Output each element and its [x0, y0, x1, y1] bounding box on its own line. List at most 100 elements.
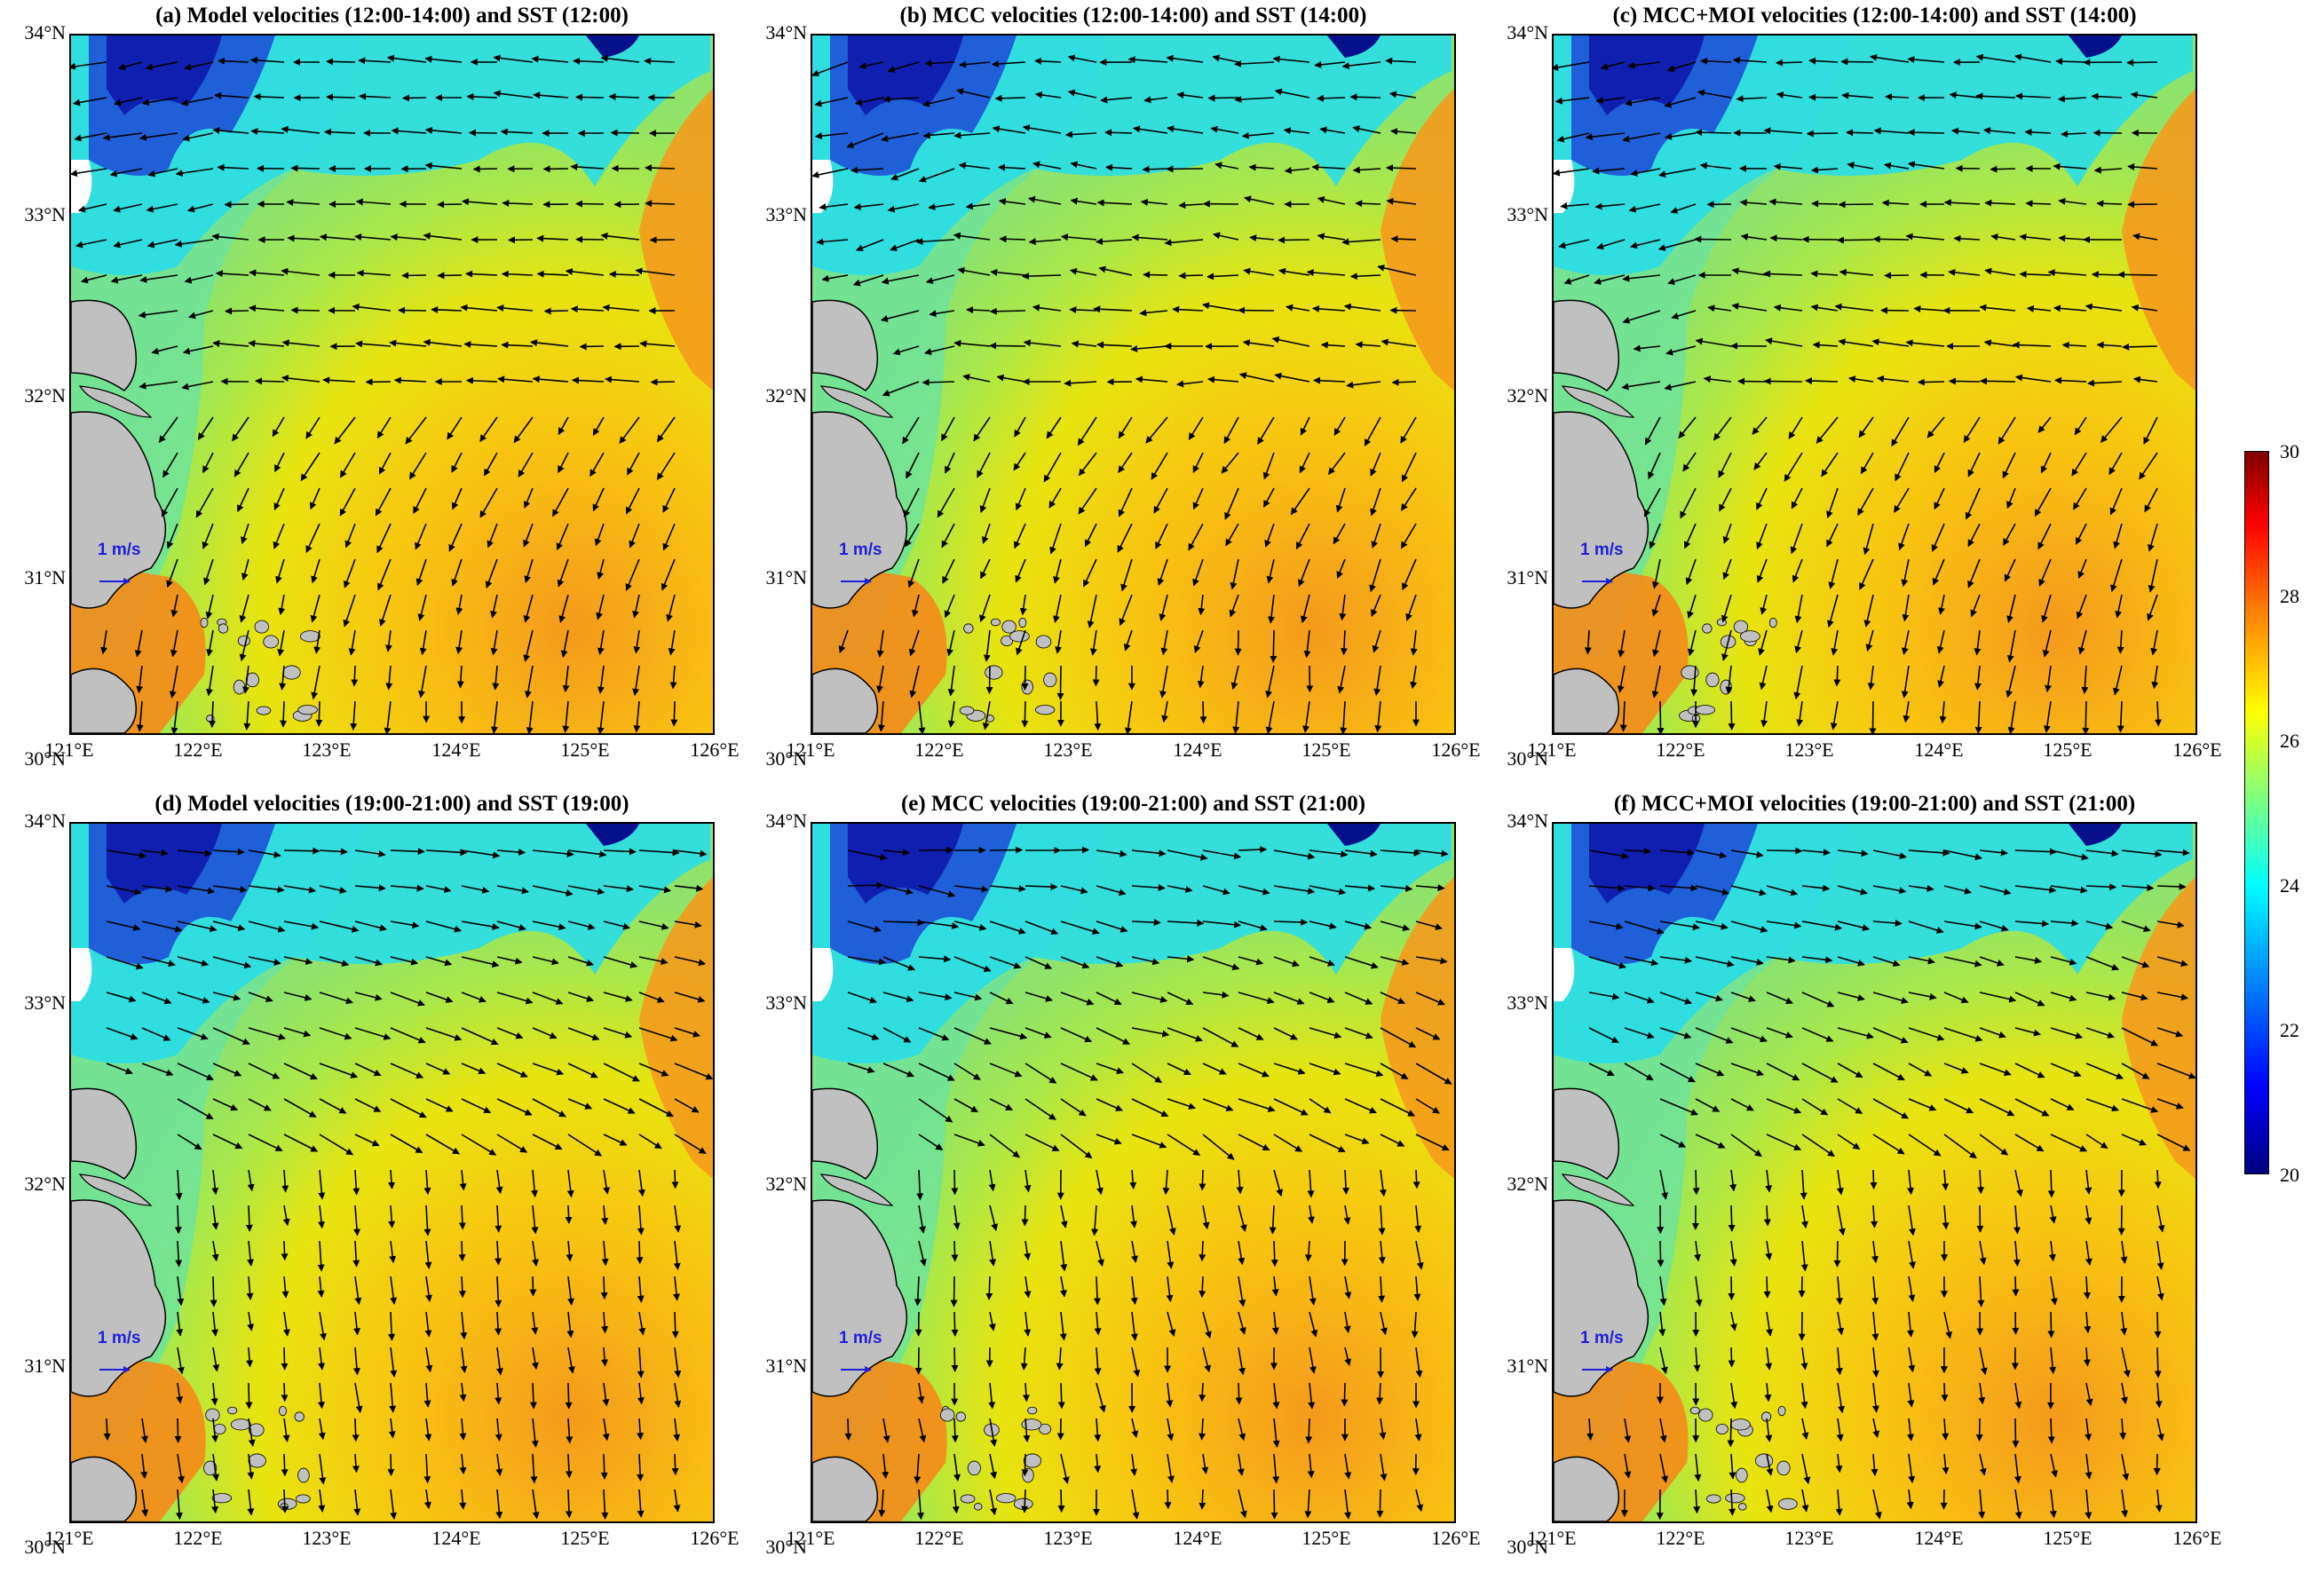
- velocity-arrow: [1198, 594, 1206, 616]
- velocity-arrow: [1299, 452, 1310, 474]
- velocity-arrow: [2015, 92, 2052, 100]
- velocity-arrow: [479, 487, 498, 518]
- velocity-arrow: [1697, 89, 1732, 99]
- velocity-arrow: [940, 416, 955, 442]
- lon-tick-label: 124°E: [1173, 1527, 1222, 1549]
- velocity-arrow: [310, 594, 320, 623]
- velocity-arrow: [279, 665, 287, 691]
- velocity-arrow: [1554, 168, 1590, 177]
- velocity-arrow: [977, 452, 991, 478]
- velocity-arrow: [431, 305, 463, 313]
- velocity-arrow: [1979, 377, 2016, 385]
- velocity-arrow: [1349, 273, 1381, 280]
- velocity-arrow: [161, 487, 178, 518]
- velocity-arrow: [996, 374, 1026, 383]
- velocity-arrow: [348, 629, 356, 656]
- velocity-arrow: [146, 203, 178, 213]
- velocity-arrow: [479, 416, 498, 443]
- island: [1715, 1423, 1729, 1435]
- velocity-arrow: [313, 629, 321, 654]
- velocity-arrow: [947, 665, 955, 697]
- velocity-arrow: [1335, 487, 1346, 513]
- island: [263, 635, 279, 649]
- velocity-arrow: [1381, 338, 1417, 347]
- velocity-arrow: [855, 239, 884, 252]
- velocity-arrow: [1213, 232, 1239, 241]
- velocity-arrow: [1049, 523, 1062, 555]
- island: [1778, 1497, 1798, 1510]
- scale-label: 1 m/s: [839, 1329, 882, 1347]
- velocity-arrow: [625, 487, 640, 515]
- velocity-arrow: [1022, 273, 1062, 280]
- velocity-arrow: [1763, 270, 1803, 278]
- velocity-arrow: [1078, 452, 1097, 477]
- velocity-arrow: [490, 700, 498, 733]
- lat-tick-label: 33°N: [1507, 203, 1548, 225]
- island: [237, 635, 250, 647]
- velocity-arrow: [2154, 1169, 2162, 1189]
- velocity-arrow: [1303, 629, 1311, 659]
- velocity-arrow: [1160, 629, 1168, 656]
- velocity-arrow: [1070, 161, 1097, 170]
- lat-tick-label: 34°N: [1507, 21, 1548, 43]
- velocity-arrow: [1127, 56, 1168, 64]
- velocity-arrow: [1192, 452, 1204, 474]
- lon-tick-label: 122°E: [1656, 739, 1705, 761]
- velocity-arrow: [1238, 306, 1275, 314]
- velocity-arrow: [1630, 168, 1661, 177]
- velocity-arrow: [358, 57, 392, 65]
- velocity-arrow: [286, 199, 320, 207]
- velocity-arrow: [211, 233, 249, 241]
- velocity-arrow: [1773, 162, 1803, 170]
- velocity-arrow: [881, 132, 920, 143]
- warm-water-east: [639, 89, 713, 391]
- velocity-arrow: [668, 629, 676, 656]
- velocity-arrow: [272, 416, 285, 438]
- velocity-arrow: [1166, 54, 1204, 63]
- sst-map: 1 m/s: [1554, 36, 2195, 733]
- lat-tick-label: 30°N: [24, 747, 66, 770]
- velocity-arrow: [206, 665, 214, 697]
- velocity-arrow: [656, 452, 676, 481]
- island: [211, 1493, 233, 1504]
- scale-label: 1 m/s: [98, 541, 141, 559]
- velocity-arrow: [1096, 199, 1133, 207]
- velocity-arrow: [1810, 304, 1839, 312]
- velocity-arrow: [533, 91, 569, 99]
- velocity-arrow: [1840, 58, 1874, 66]
- island: [227, 1406, 238, 1415]
- velocity-arrow: [1872, 235, 1910, 243]
- island: [233, 679, 246, 695]
- velocity-vectors: [812, 54, 1420, 733]
- velocity-arrow: [1707, 304, 1732, 312]
- velocity-arrow: [602, 304, 640, 312]
- velocity-arrow: [1951, 127, 1981, 135]
- velocity-arrow: [560, 629, 569, 658]
- velocity-arrow: [326, 58, 356, 66]
- lon-tick-label: 122°E: [1656, 1527, 1705, 1549]
- island: [1021, 1418, 1042, 1431]
- velocity-arrow: [523, 487, 534, 509]
- velocity-arrow: [991, 60, 1026, 68]
- velocity-arrow: [1131, 233, 1168, 241]
- velocity-arrow: [887, 61, 920, 73]
- velocity-arrow: [322, 376, 356, 384]
- velocity-arrow: [2014, 374, 2052, 383]
- island: [279, 1405, 287, 1417]
- lat-tick-label: 32°N: [24, 1173, 66, 1195]
- velocity-arrow: [1907, 129, 1945, 137]
- velocity-arrow: [1943, 199, 1981, 207]
- velocity-arrow: [1731, 303, 1768, 312]
- velocity-arrow: [2047, 1418, 2055, 1444]
- velocity-arrow: [1022, 124, 1062, 134]
- velocity-arrow: [1905, 233, 1945, 241]
- velocity-arrow: [998, 163, 1026, 171]
- velocity-arrow: [1270, 1240, 1278, 1268]
- velocity-arrow: [248, 340, 285, 348]
- velocity-arrow: [225, 307, 249, 315]
- velocity-vectors: [71, 54, 678, 733]
- velocity-arrow: [1869, 700, 1877, 733]
- velocity-arrow: [1098, 265, 1133, 276]
- land-shanghai: [1554, 411, 1649, 609]
- velocity-arrow: [138, 310, 178, 319]
